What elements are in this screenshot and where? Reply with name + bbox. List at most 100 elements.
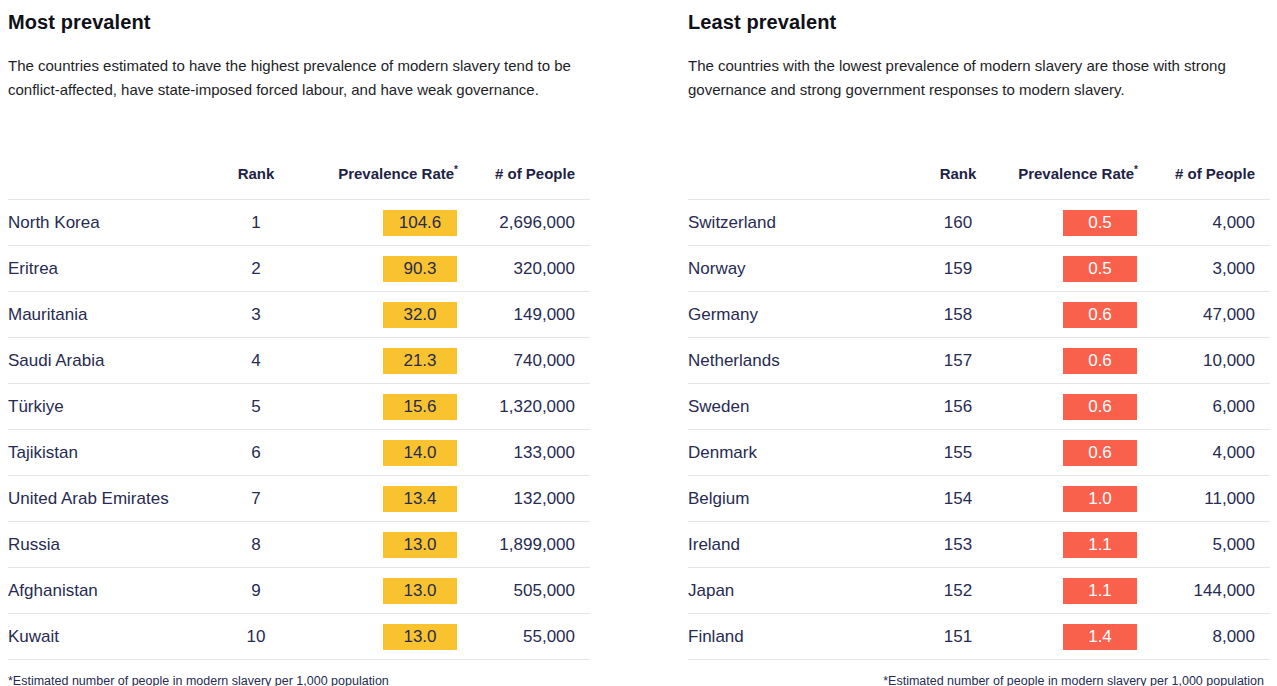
table-header-row: Rank Prevalence Rate* # of People [688,126,1270,200]
country-cell: Sweden [688,384,910,430]
rank-cell: 1 [208,200,304,246]
rate-badge: 90.3 [383,256,457,282]
rank-cell: 154 [910,476,1006,522]
country-cell: Tajikistan [8,430,208,476]
rank-cell: 158 [910,292,1006,338]
people-cell: 505,000 [472,568,590,614]
table-row: Japan152 1.1 144,000 [688,568,1270,614]
least-prevalent-table: Rank Prevalence Rate* # of People Switze… [688,126,1270,660]
rank-column-header: Rank [208,126,304,200]
rate-cell: 90.3 [304,246,472,292]
people-cell: 144,000 [1152,568,1270,614]
country-cell: Switzerland [688,200,910,246]
rate-cell: 13.0 [304,568,472,614]
rate-badge: 0.5 [1063,256,1137,282]
rate-badge: 13.4 [383,486,457,512]
rate-column-header: Prevalence Rate* [304,126,472,200]
panel-title: Most prevalent [8,9,590,35]
rate-cell: 13.4 [304,476,472,522]
people-cell: 132,000 [472,476,590,522]
footnote: *Estimated number of people in modern sl… [688,673,1270,686]
rate-badge: 32.0 [383,302,457,328]
footnote: *Estimated number of people in modern sl… [8,673,590,686]
rank-cell: 6 [208,430,304,476]
rate-cell: 1.0 [1006,476,1152,522]
rate-cell: 104.6 [304,200,472,246]
rate-cell: 13.0 [304,522,472,568]
people-cell: 4,000 [1152,200,1270,246]
country-cell: Kuwait [8,614,208,660]
country-cell: Mauritania [8,292,208,338]
country-cell: Belgium [688,476,910,522]
rate-badge: 0.6 [1063,348,1137,374]
country-cell: Saudi Arabia [8,338,208,384]
table-row: Saudi Arabia4 21.3 740,000 [8,338,590,384]
rank-cell: 5 [208,384,304,430]
table-row: Tajikistan614.0133,000 [8,430,590,476]
country-cell: North Korea [8,200,208,246]
table-row: Türkiye515.61,320,000 [8,384,590,430]
rank-cell: 3 [208,292,304,338]
rate-cell: 1.4 [1006,614,1152,660]
rate-badge: 1.1 [1063,578,1137,604]
rate-badge: 1.4 [1063,624,1137,650]
country-cell: Denmark [688,430,910,476]
country-cell: Türkiye [8,384,208,430]
rate-badge: 0.6 [1063,440,1137,466]
most-prevalent-panel: Most prevalent The countries estimated t… [8,9,590,686]
rate-cell: 0.6 [1006,430,1152,476]
country-cell: Japan [688,568,910,614]
rate-cell: 0.6 [1006,384,1152,430]
country-cell: Norway [688,246,910,292]
rank-cell: 151 [910,614,1006,660]
table-row: Ireland1531.15,000 [688,522,1270,568]
table-row: Afghanistan9 13.0 505,000 [8,568,590,614]
rate-cell: 14.0 [304,430,472,476]
table-header-row: Rank Prevalence Rate* # of People [8,126,590,200]
people-cell: 1,899,000 [472,522,590,568]
people-cell: 55,000 [472,614,590,660]
rank-cell: 9 [208,568,304,614]
country-cell: United Arab Emirates [8,476,208,522]
country-cell: Finland [688,614,910,660]
panel-title: Least prevalent [688,9,1270,35]
rank-cell: 8 [208,522,304,568]
rank-cell: 4 [208,338,304,384]
people-cell: 4,000 [1152,430,1270,476]
rate-badge: 0.6 [1063,302,1137,328]
rank-cell: 156 [910,384,1006,430]
table-row: Germany1580.647,000 [688,292,1270,338]
rate-cell: 0.6 [1006,292,1152,338]
rank-cell: 159 [910,246,1006,292]
rate-cell: 0.6 [1006,338,1152,384]
country-cell: Ireland [688,522,910,568]
rate-badge: 21.3 [383,348,457,374]
rate-cell: 0.5 [1006,200,1152,246]
asterisk: * [454,164,458,175]
rate-cell: 32.0 [304,292,472,338]
people-cell: 2,696,000 [472,200,590,246]
people-cell: 8,000 [1152,614,1270,660]
rate-badge: 13.0 [383,532,457,558]
rate-badge: 14.0 [383,440,457,466]
table-row: Belgium1541.011,000 [688,476,1270,522]
rate-cell: 1.1 [1006,522,1152,568]
rate-badge: 13.0 [383,578,457,604]
people-cell: 320,000 [472,246,590,292]
rank-cell: 152 [910,568,1006,614]
people-cell: 149,000 [472,292,590,338]
country-cell: Eritrea [8,246,208,292]
two-panel-layout: Most prevalent The countries estimated t… [8,9,1270,686]
rate-cell: 21.3 [304,338,472,384]
rate-badge: 1.1 [1063,532,1137,558]
table-row: Eritrea290.3320,000 [8,246,590,292]
rate-cell: 13.0 [304,614,472,660]
people-cell: 740,000 [472,338,590,384]
table-row: Finland151 1.4 8,000 [688,614,1270,660]
country-cell: Afghanistan [8,568,208,614]
rank-cell: 160 [910,200,1006,246]
people-column-header: # of People [472,126,590,200]
asterisk: * [1134,164,1138,175]
table-row: Mauritania3 32.0 149,000 [8,292,590,338]
rank-cell: 7 [208,476,304,522]
